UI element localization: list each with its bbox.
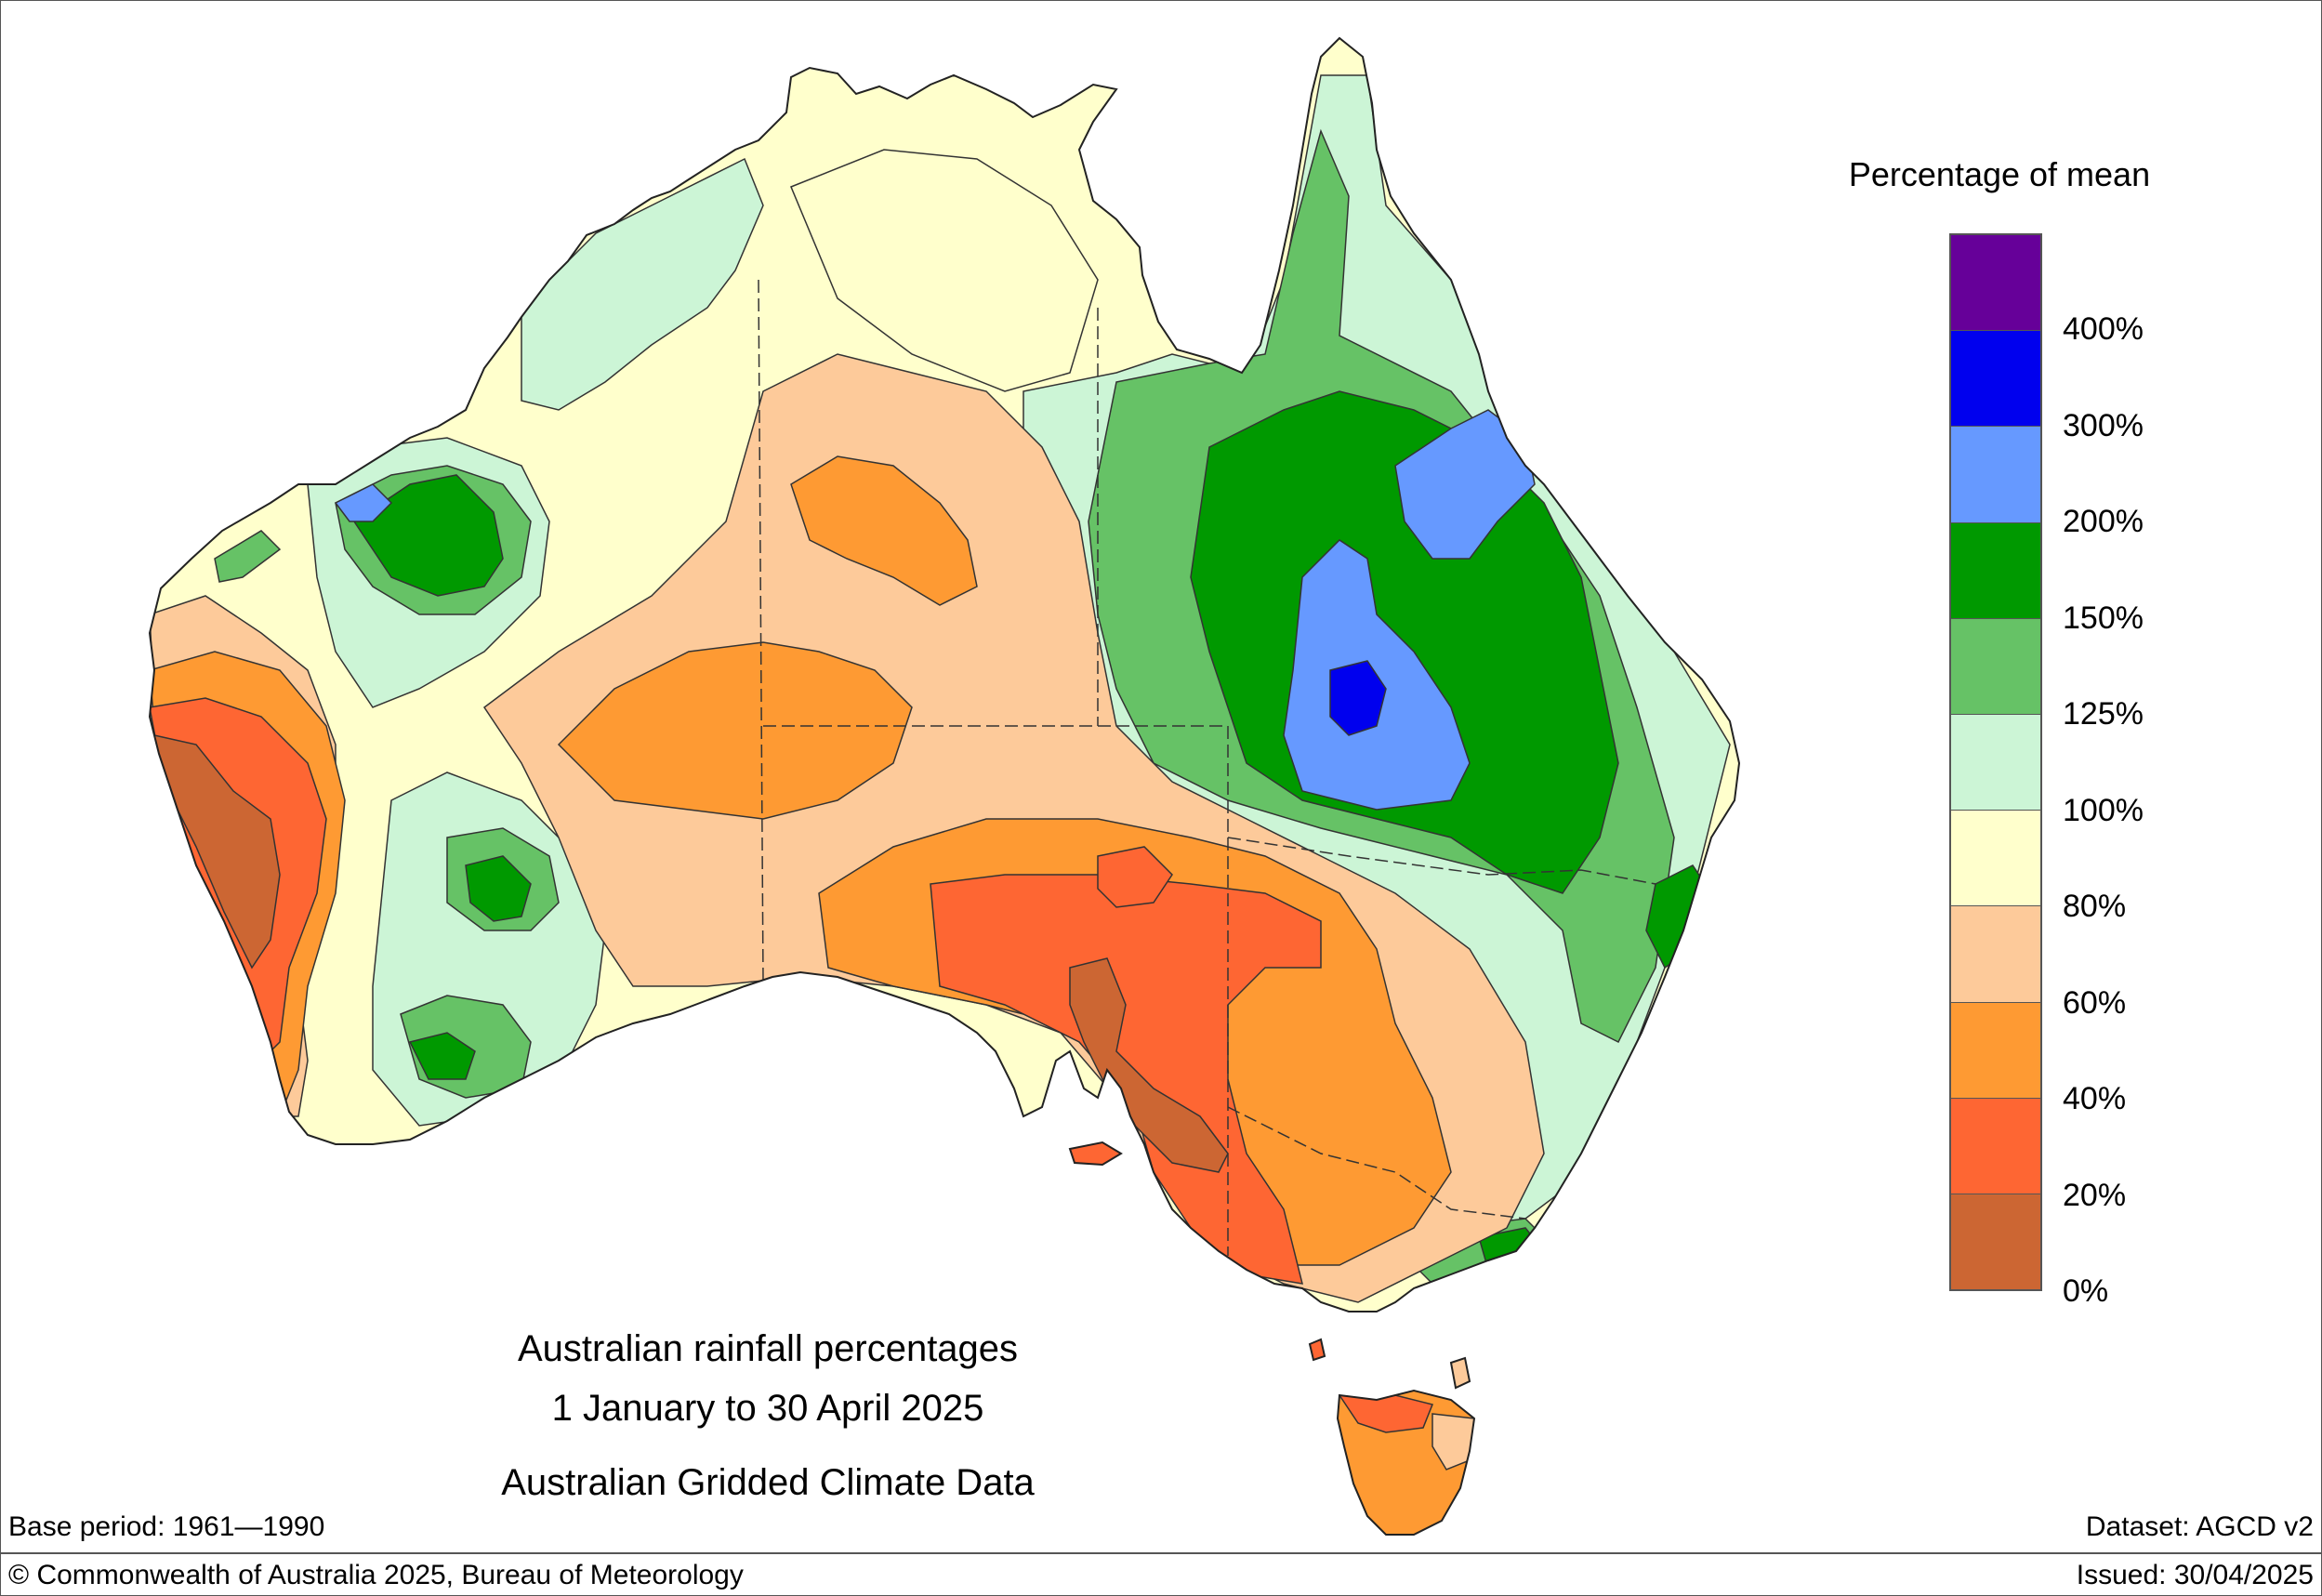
legend-label: 0% xyxy=(2063,1273,2109,1309)
mainland-outline xyxy=(148,36,1741,1312)
region-125-150-wa-coast xyxy=(214,530,282,583)
border-wa xyxy=(758,279,764,983)
region-300-400-qld xyxy=(1329,660,1387,736)
legend-label: 125% xyxy=(2063,696,2144,732)
region-200-300-qld-north xyxy=(1394,409,1536,560)
legend-label: 150% xyxy=(2063,600,2144,636)
legend-label: 200% xyxy=(2063,504,2144,540)
legend-label: 80% xyxy=(2063,889,2127,925)
region-200-300-wa xyxy=(334,483,393,522)
tasmania-region-60-80 xyxy=(1431,1413,1474,1471)
legend-swatch xyxy=(1951,906,2040,1003)
map-title: Australian rainfall percentages xyxy=(517,1328,1019,1369)
legend-swatch xyxy=(1951,811,2040,907)
legend-swatch xyxy=(1951,331,2040,428)
region-0-20-sa xyxy=(1069,957,1229,1173)
king-island xyxy=(1308,1338,1326,1362)
legend-label: 60% xyxy=(2063,984,2127,1021)
kangaroo-island xyxy=(1068,1141,1123,1167)
region-100-125-kimberley xyxy=(521,157,764,411)
base-period-text: Base period: 1961—1990 xyxy=(8,1511,325,1542)
region-150-200-pilbara xyxy=(352,474,504,597)
tasmania xyxy=(1336,1389,1476,1536)
border-nsw-vic xyxy=(1227,1106,1526,1220)
mainland-australia xyxy=(148,36,1741,1312)
copyright-text: © Commonwealth of Australia 2025, Bureau… xyxy=(8,1560,744,1590)
region-40-60-central-west xyxy=(557,641,913,820)
region-80-100-nt-north xyxy=(790,149,1099,392)
dataset-text: Dataset: AGCD v2 xyxy=(2085,1511,2314,1542)
region-150-200-wa-mid xyxy=(465,855,532,922)
footer-divider xyxy=(1,1552,2321,1554)
tasmania-outline xyxy=(1336,1389,1476,1536)
legend-swatch xyxy=(1951,714,2040,811)
legend-label: 100% xyxy=(2063,792,2144,828)
issued-date-text: Issued: 30/04/2025 xyxy=(2076,1560,2314,1590)
legend-label: 400% xyxy=(2063,311,2144,348)
legend-swatch xyxy=(1951,618,2040,715)
legend-swatch xyxy=(1951,522,2040,619)
legend-swatch xyxy=(1951,1194,2040,1290)
legend-label: 20% xyxy=(2063,1177,2127,1213)
region-0-20-wa xyxy=(152,734,281,969)
legend-colorbar xyxy=(1949,233,2042,1291)
region-150-200-wa-south xyxy=(408,1032,476,1080)
legend-swatch xyxy=(1951,1098,2040,1194)
map-date-range: 1 January to 30 April 2025 xyxy=(551,1388,984,1429)
legend-swatch xyxy=(1951,427,2040,523)
region-20-40-sa-north xyxy=(1097,846,1173,908)
legend-label: 300% xyxy=(2063,407,2144,443)
legend-swatch xyxy=(1951,1002,2040,1099)
map-data-source: Australian Gridded Climate Data xyxy=(501,1462,1035,1503)
border-qld-nsw xyxy=(1227,837,1656,885)
legend-label: 40% xyxy=(2063,1081,2127,1117)
legend-title: Percentage of mean xyxy=(1848,155,2151,193)
border-sa-qld xyxy=(1098,725,1229,838)
legend-swatch xyxy=(1951,235,2040,332)
region-40-60-nt xyxy=(790,455,978,606)
flinders-island xyxy=(1449,1356,1471,1390)
